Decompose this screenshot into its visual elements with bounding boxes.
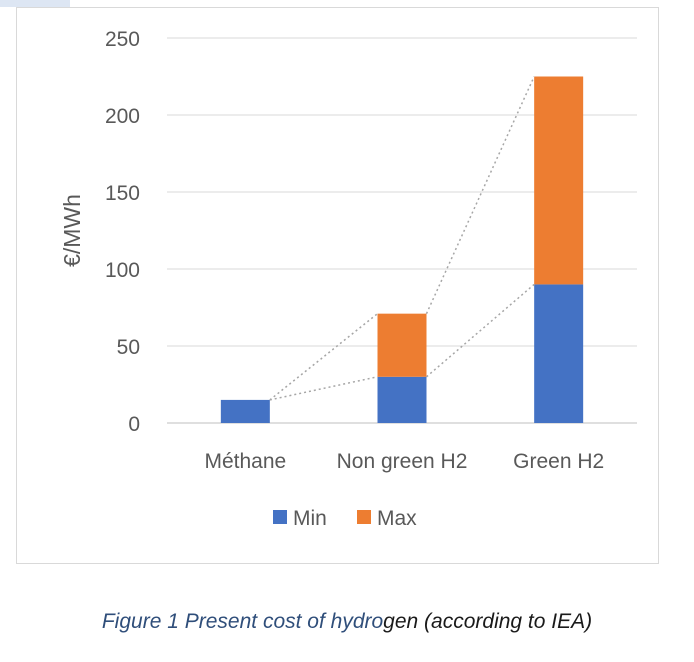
x-tick-label: Green H2: [513, 450, 604, 473]
legend-label: Min: [293, 507, 327, 530]
caption-text-tail: gen (according to IEA): [383, 610, 593, 633]
y-tick-label: 50: [117, 336, 140, 359]
bar-max: [377, 313, 427, 377]
series-line: [425, 76, 535, 314]
legend-swatch: [273, 510, 287, 524]
corner-highlight: [0, 0, 70, 7]
y-tick-label: 200: [105, 105, 140, 128]
y-tick-label: 0: [128, 413, 140, 436]
y-tick-label: 100: [105, 259, 140, 282]
series-line: [426, 283, 535, 378]
figure-caption: Figure 1 Present cost of hydrogen (accor…: [0, 610, 694, 634]
legend-label: Max: [377, 507, 417, 530]
bar-chart: 0 50 100 150 200 250 €/MWh Méthane Non green H2 G…: [59, 28, 637, 530]
series-line: [269, 313, 378, 401]
y-axis-label: €/MWh: [59, 194, 85, 267]
bar-min: [534, 284, 584, 423]
legend-swatch: [357, 510, 371, 524]
bar-max: [534, 76, 584, 285]
x-tick-label: Non green H2: [337, 450, 468, 473]
series-line: [269, 376, 378, 401]
bar-min: [220, 399, 270, 423]
caption-text: Figure 1 Present cost of hydro: [101, 610, 384, 633]
y-tick-label: 150: [105, 182, 140, 205]
y-tick-label: 250: [105, 28, 140, 51]
bar-min: [377, 376, 427, 423]
x-tick-label: Méthane: [204, 450, 286, 473]
